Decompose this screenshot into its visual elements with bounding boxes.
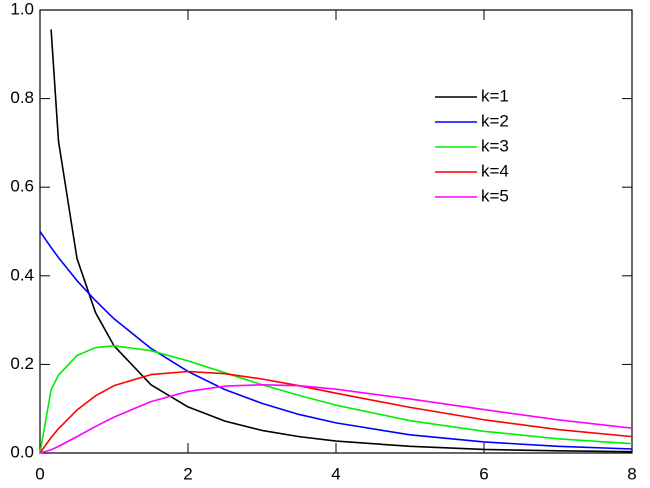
y-tick-label: 0.8 [10, 88, 34, 107]
x-tick-label: 6 [479, 464, 488, 483]
legend-label: k=3 [481, 136, 509, 155]
series-line [39, 231, 633, 450]
y-tick-label: 1.0 [10, 0, 34, 18]
x-tick-label: 8 [627, 464, 636, 483]
x-tick-label: 4 [331, 464, 340, 483]
legend-label: k=5 [481, 186, 509, 205]
y-tick-label: 0.6 [10, 177, 34, 196]
series-line [39, 370, 633, 454]
series-line [39, 383, 633, 454]
y-tick-label: 0.2 [10, 354, 34, 373]
series-line [39, 344, 633, 454]
x-tick-label: 2 [183, 464, 192, 483]
y-tick-label: 0.0 [10, 442, 34, 461]
legend-label: k=4 [481, 161, 509, 180]
legend-label: k=1 [481, 86, 509, 105]
plot-frame [39, 9, 633, 454]
legend-label: k=2 [481, 111, 509, 130]
y-tick-label: 0.4 [10, 265, 34, 284]
x-tick-label: 0 [35, 464, 44, 483]
series-line [50, 29, 633, 453]
